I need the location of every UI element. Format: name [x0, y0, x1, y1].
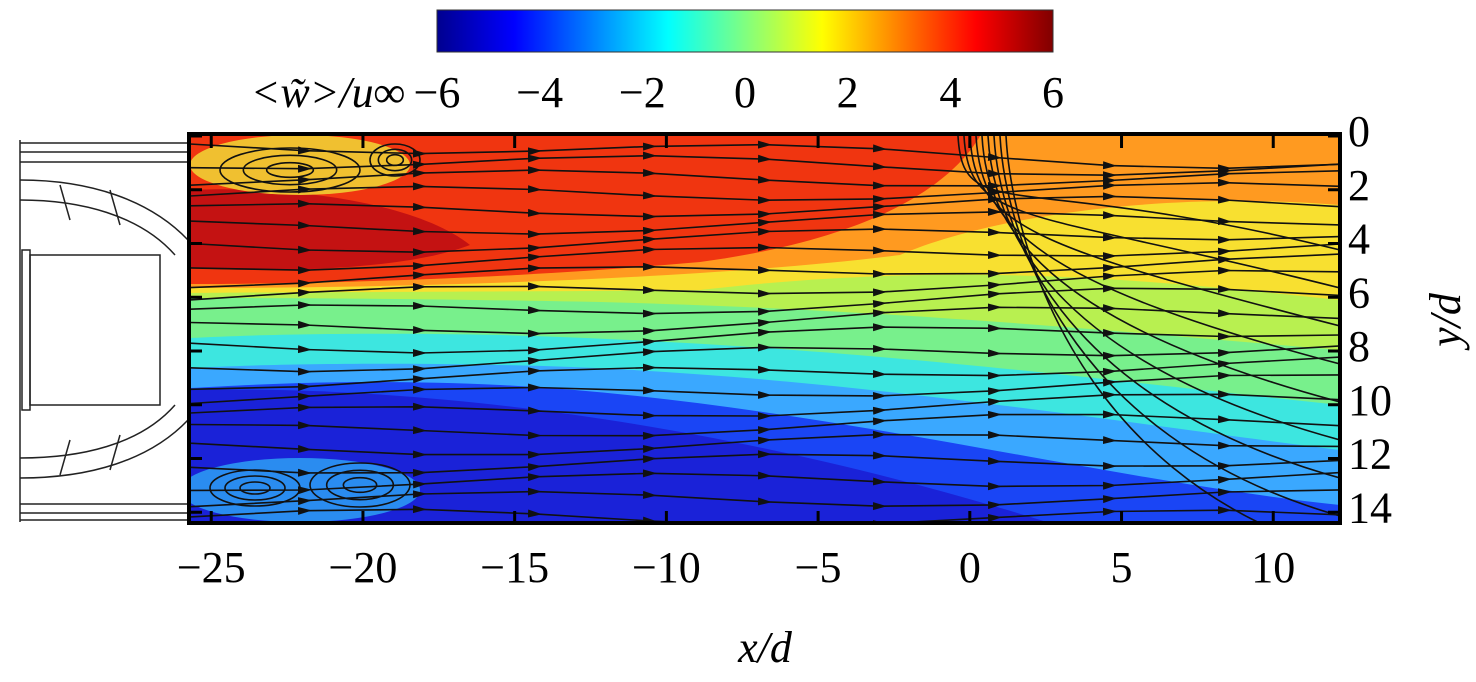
streamline: [190, 469, 1340, 495]
x-tick-label: 5: [1111, 543, 1133, 592]
x-axis-label: x/d: [737, 623, 793, 672]
streamline: [1005, 136, 1262, 523]
inlet-geometry: [19, 140, 189, 522]
vortex-streamline: [377, 148, 413, 172]
streamline: [993, 136, 1340, 479]
streamline: [190, 410, 1340, 440]
vortex-streamline: [219, 147, 361, 193]
colorbar-tick-label: −4: [516, 68, 563, 117]
streamline: [987, 136, 1340, 441]
y-tick-label: 12: [1348, 430, 1392, 479]
streamline: [981, 136, 1340, 403]
x-tick-label: −5: [795, 543, 842, 592]
colorbar-tick-label: −6: [414, 68, 461, 117]
streamline: [975, 136, 1340, 365]
y-tick-label: 10: [1348, 376, 1392, 425]
streamline: [957, 136, 1340, 251]
colorbar-tick-label: −2: [619, 68, 666, 117]
plot-frame: [187, 132, 1342, 525]
colorbar-frame: [436, 9, 1054, 53]
x-tick-label: 10: [1251, 543, 1295, 592]
colorbar-tick-label: 6: [1042, 68, 1064, 117]
colorbar: [437, 10, 1053, 52]
y-tick-label: 8: [1348, 322, 1370, 371]
colorbar-label: <w̃>/u∞: [251, 68, 405, 117]
vortex-streamline: [309, 462, 411, 508]
x-tick-label: −10: [632, 543, 701, 592]
y-tick-label: 2: [1348, 161, 1370, 210]
vortex-streamline: [209, 469, 301, 507]
y-tick-label: 6: [1348, 268, 1370, 317]
streamline: [999, 136, 1340, 517]
vortex-streamline: [369, 143, 421, 177]
y-axis-label: y/d: [1421, 292, 1470, 351]
colorbar-tick-label: 2: [837, 68, 859, 117]
x-tick-label: −20: [329, 543, 398, 592]
colorbar-tick-label: 4: [939, 68, 961, 117]
x-tick-label: −15: [480, 543, 549, 592]
streamline: [969, 136, 1340, 327]
streamlines: [190, 136, 1340, 523]
vortex-streamline: [239, 481, 271, 495]
colorbar-tick-label: 0: [734, 68, 756, 117]
streamline: [190, 505, 1340, 523]
vortex-streamline: [385, 153, 405, 167]
y-tick-label: 14: [1348, 483, 1392, 532]
y-tick-label: 0: [1348, 107, 1370, 156]
vortex-streamline: [342, 476, 378, 494]
vortex-streamline: [325, 469, 395, 501]
vortex-top: [190, 136, 410, 195]
vortex-streamline: [242, 154, 338, 186]
x-tick-label: −25: [177, 543, 246, 592]
y-tick-label: 4: [1348, 215, 1370, 264]
vortex-streamline: [265, 161, 315, 179]
vortex-streamline: [224, 475, 286, 501]
contour-field: [190, 136, 1340, 523]
streamline: [963, 136, 1340, 289]
x-tick-label: 0: [959, 543, 981, 592]
